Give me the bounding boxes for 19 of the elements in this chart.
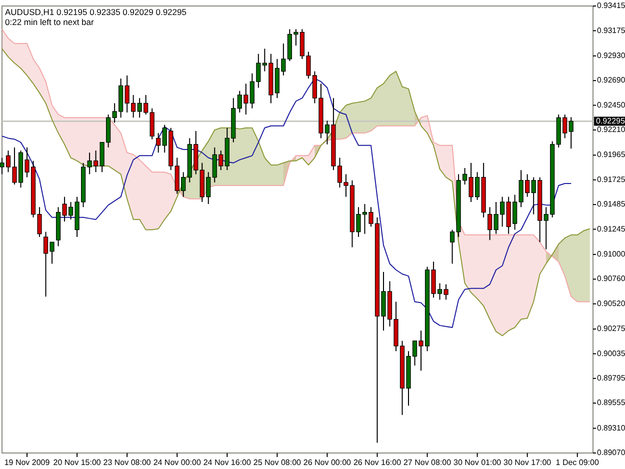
candlestick — [156, 132, 161, 154]
x-tick-label: 26 Nov 00:00 — [303, 458, 352, 467]
chart-title: AUDUSD,H1 0.92195 0.92335 0.92029 0.92295 — [5, 7, 187, 17]
x-tick-label: 24 Nov 16:00 — [203, 458, 252, 467]
x-tick-label: 23 Nov 08:00 — [103, 458, 152, 467]
line-series — [2, 28, 590, 302]
text: 0:22 min left to next bar — [5, 17, 94, 27]
x-tick-label: 30 Nov 17:00 — [504, 458, 552, 467]
x-tick-label: 24 Nov 00:00 — [153, 458, 202, 467]
x-tick-label: 20 Nov 15:00 — [53, 458, 102, 467]
candlestick — [568, 116, 574, 150]
x-tick-label: 26 Nov 16:00 — [353, 458, 402, 467]
x-tick-label: 27 Nov 08:00 — [403, 458, 452, 467]
x-tick-label: 25 Nov 08:00 — [253, 458, 302, 467]
x-tick-label: 30 Nov 01:00 — [454, 458, 502, 467]
ref-line-label: 0.92295 — [596, 116, 625, 126]
candlestick — [150, 108, 154, 140]
x-tick-label: 19 Nov 2009 — [4, 458, 50, 467]
x-tick-label: 1 Dec 09:00 — [556, 458, 600, 467]
